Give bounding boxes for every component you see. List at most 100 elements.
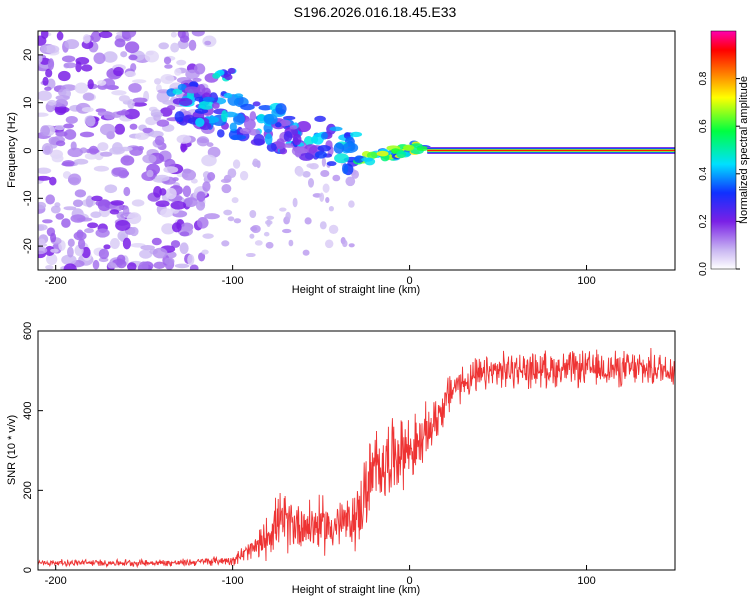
spectrogram-x-ticks: -200 -100 0 100 (45, 265, 596, 287)
noise-blob (176, 134, 192, 144)
noise-blob (142, 127, 153, 134)
snr-y-tick-label: 200 (22, 481, 34, 499)
noise-blob (63, 123, 75, 129)
noise-blob (67, 147, 83, 158)
noise-blob (93, 52, 106, 65)
noise-blob (129, 226, 139, 237)
transition-blob (396, 150, 407, 159)
steady-line-band (427, 149, 675, 152)
noise-blob (51, 154, 64, 163)
noise-blob (45, 68, 53, 78)
spectrogram-y-tick-label: 20 (22, 49, 34, 61)
noise-blob (328, 224, 339, 235)
snr-x-tick-label: -200 (45, 575, 67, 587)
spectrogram-y-label: Frequency (Hz) (6, 112, 18, 188)
snr-x-tick-label: 0 (407, 575, 413, 587)
noise-blob (302, 249, 310, 256)
noise-blob (254, 240, 263, 246)
snr-y-tick-label: 0 (22, 567, 34, 573)
noise-blob (195, 200, 206, 211)
noise-blob (120, 51, 128, 58)
echo-blob (283, 131, 293, 142)
noise-blob (319, 221, 327, 230)
echo-blob (342, 142, 359, 153)
noise-blob (44, 245, 55, 256)
noise-blob (55, 95, 70, 101)
spectrogram-y-ticks: -20 -10 0 10 20 (22, 49, 43, 254)
echo-blob (314, 150, 327, 159)
noise-blob (131, 102, 147, 107)
noise-blob (103, 244, 111, 250)
noise-blob (196, 136, 210, 147)
noise-blob (128, 54, 138, 61)
noise-blob (204, 213, 220, 220)
noise-blob (186, 197, 193, 206)
noise-blob (250, 226, 258, 232)
noise-blob (42, 219, 53, 224)
noise-blob (68, 173, 82, 186)
noise-blob (306, 163, 315, 168)
noise-blob (44, 86, 52, 91)
noise-blob (50, 248, 59, 253)
echo-blob (252, 101, 261, 107)
noise-blob (202, 181, 211, 192)
noise-blob (61, 254, 77, 265)
noise-blob (79, 131, 95, 138)
noise-blob (88, 145, 99, 155)
noise-blob (114, 123, 125, 135)
echo-blob (303, 135, 314, 147)
noise-blob (154, 135, 165, 146)
noise-blob (233, 218, 242, 224)
noise-blob (332, 174, 341, 182)
noise-blob (174, 263, 190, 269)
noise-blob (82, 92, 95, 101)
noise-blob (220, 178, 231, 184)
noise-blob (115, 220, 131, 231)
noise-blob (302, 170, 311, 178)
snr-y-label: SNR (10 * v/v) (6, 415, 18, 485)
echo-blob (234, 93, 244, 98)
noise-blob (156, 90, 170, 103)
noise-blob (231, 197, 239, 204)
echo-blob (212, 72, 221, 79)
spectrogram-x-tick-label: 100 (577, 275, 595, 287)
noise-blob (197, 217, 209, 229)
noise-blob (146, 50, 154, 56)
echo-blob (296, 121, 311, 133)
noise-blob (107, 262, 117, 269)
noise-blob (123, 186, 131, 197)
noise-blob (193, 63, 206, 75)
echo-blob (341, 163, 349, 175)
echo-blob (184, 86, 200, 94)
echo-blob (196, 84, 206, 95)
echo-blob (194, 108, 209, 114)
transition-blob (402, 144, 415, 151)
noise-blob (50, 232, 57, 243)
noise-blob (153, 261, 166, 269)
noise-blob (182, 185, 192, 198)
noise-blob (142, 154, 157, 164)
noise-blob (191, 178, 198, 184)
noise-blob (179, 231, 190, 237)
noise-blob (131, 199, 145, 207)
echo-blob (349, 131, 363, 138)
transition-blob (366, 151, 378, 159)
echo-blob (221, 110, 228, 123)
noise-blob (174, 68, 182, 76)
echo-blob (289, 125, 298, 130)
noise-blob (40, 125, 51, 137)
noise-blob (198, 252, 206, 262)
noise-blob (97, 142, 109, 152)
noise-blob (134, 132, 149, 140)
snr-x-label: Height of straight line (km) (292, 584, 420, 596)
noise-blob (170, 42, 180, 53)
noise-blob (75, 57, 90, 65)
noise-blob (40, 31, 49, 40)
snr-y-tick-label: 600 (22, 322, 34, 340)
transition-blob (361, 157, 374, 162)
noise-blob (104, 184, 118, 194)
echo-blob (320, 132, 328, 140)
noise-blob (73, 231, 87, 241)
spectrogram-x-label: Height of straight line (km) (292, 284, 420, 296)
noise-blob (63, 263, 77, 270)
